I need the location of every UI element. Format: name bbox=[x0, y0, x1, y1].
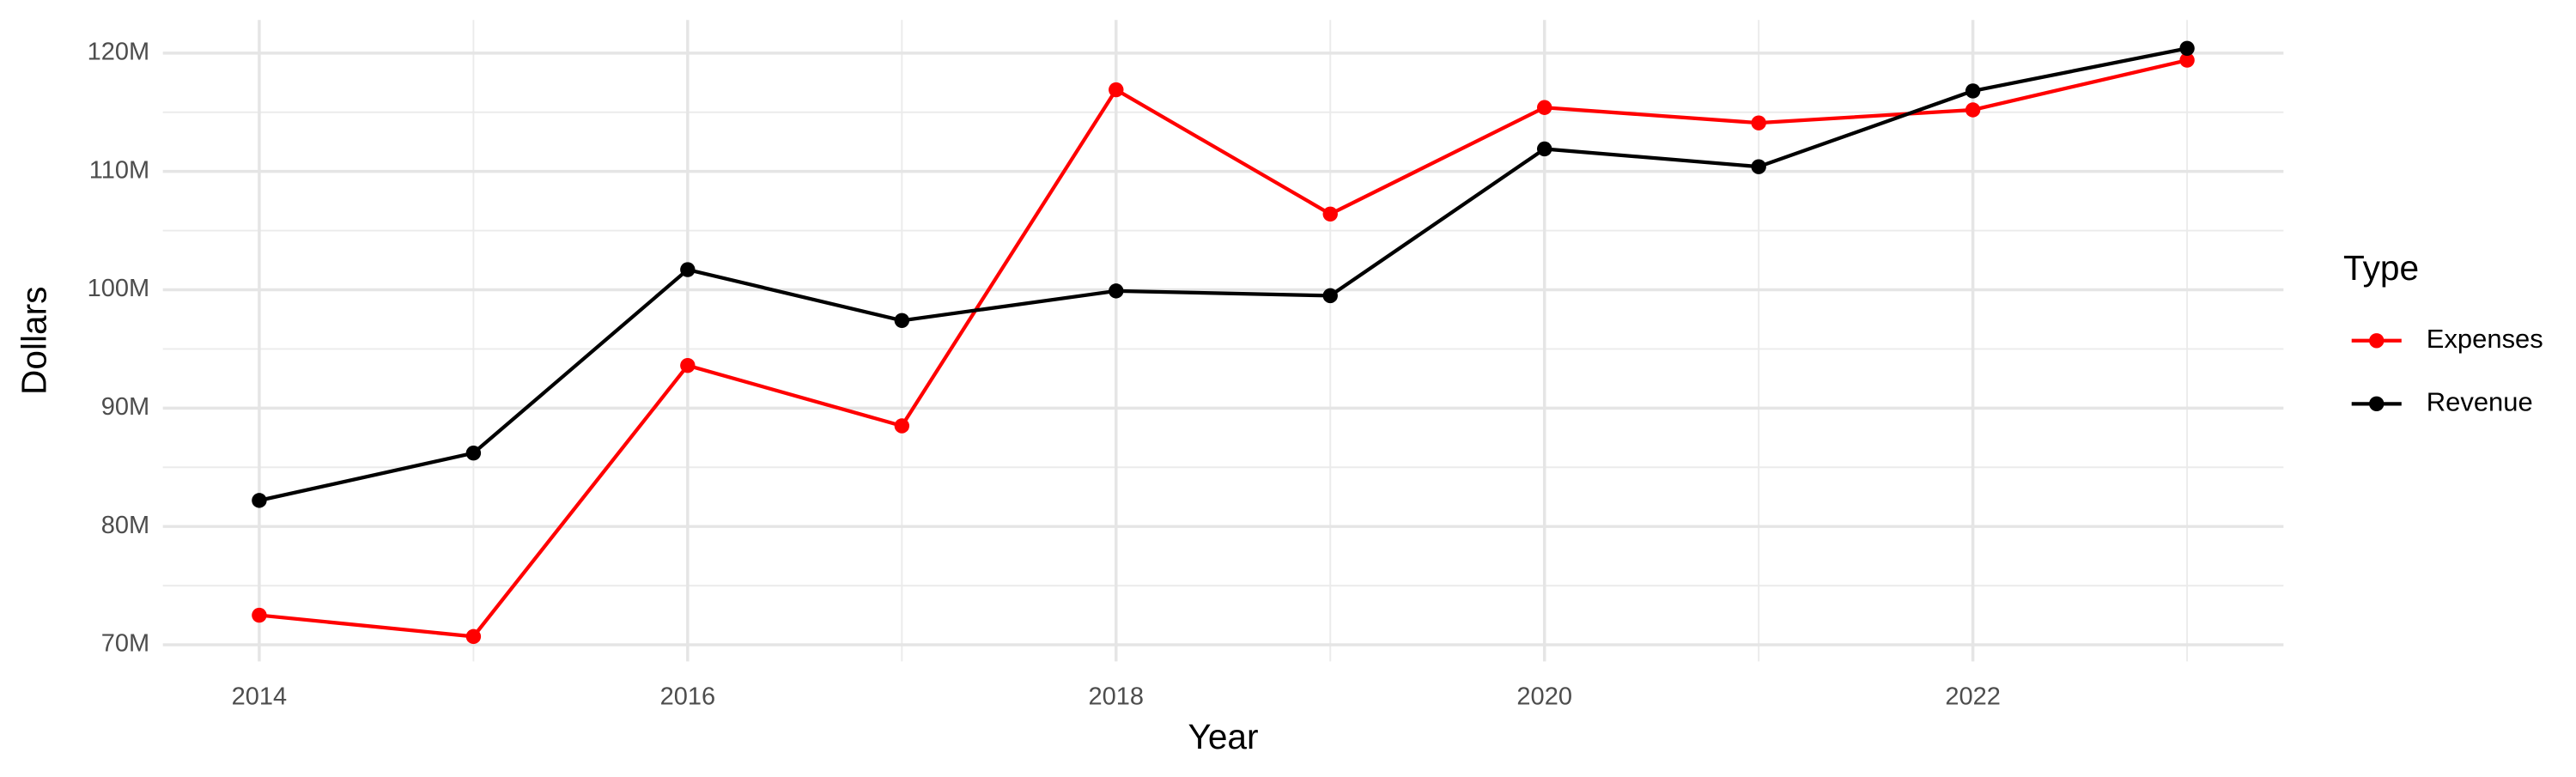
data-point bbox=[680, 262, 696, 277]
x-axis-title: Year bbox=[1188, 717, 1258, 756]
data-point bbox=[1751, 159, 1766, 174]
x-tick-label: 2018 bbox=[1089, 683, 1145, 711]
legend-label: Expenses bbox=[2427, 324, 2543, 354]
data-point bbox=[2179, 52, 2195, 68]
data-point bbox=[1109, 82, 1124, 98]
x-tick-label: 2020 bbox=[1516, 683, 1572, 711]
y-tick-label: 120M bbox=[88, 38, 150, 65]
x-tick-label: 2014 bbox=[232, 683, 288, 711]
data-point bbox=[2179, 40, 2195, 57]
data-point bbox=[894, 418, 910, 434]
data-point bbox=[1322, 288, 1338, 304]
series-line bbox=[258, 58, 2188, 639]
data-point bbox=[680, 358, 696, 373]
data-point bbox=[1965, 83, 1981, 99]
data-point bbox=[1537, 100, 1552, 115]
data-point bbox=[1537, 141, 1552, 157]
data-point bbox=[1322, 206, 1338, 222]
y-tick-label: 80M bbox=[101, 512, 149, 539]
legend-label: Revenue bbox=[2427, 386, 2533, 416]
data-point bbox=[1965, 102, 1981, 118]
legend-point bbox=[2369, 396, 2385, 412]
series-line bbox=[258, 46, 2188, 502]
data-point bbox=[252, 607, 267, 623]
y-tick-label: 70M bbox=[101, 630, 149, 658]
y-axis-title: Dollars bbox=[14, 287, 53, 395]
y-tick-label: 100M bbox=[88, 275, 150, 302]
y-tick-label: 90M bbox=[101, 393, 149, 421]
data-point bbox=[465, 446, 482, 461]
data-point bbox=[1751, 115, 1766, 131]
data-point bbox=[465, 628, 482, 645]
y-tick-label: 110M bbox=[89, 156, 149, 184]
data-point bbox=[894, 313, 910, 329]
data-point bbox=[1109, 283, 1124, 299]
legend-title: Type bbox=[2343, 248, 2419, 288]
data-point bbox=[252, 493, 267, 508]
legend-point bbox=[2369, 333, 2385, 349]
x-tick-label: 2016 bbox=[660, 683, 716, 711]
x-tick-label: 2022 bbox=[1945, 683, 2001, 711]
